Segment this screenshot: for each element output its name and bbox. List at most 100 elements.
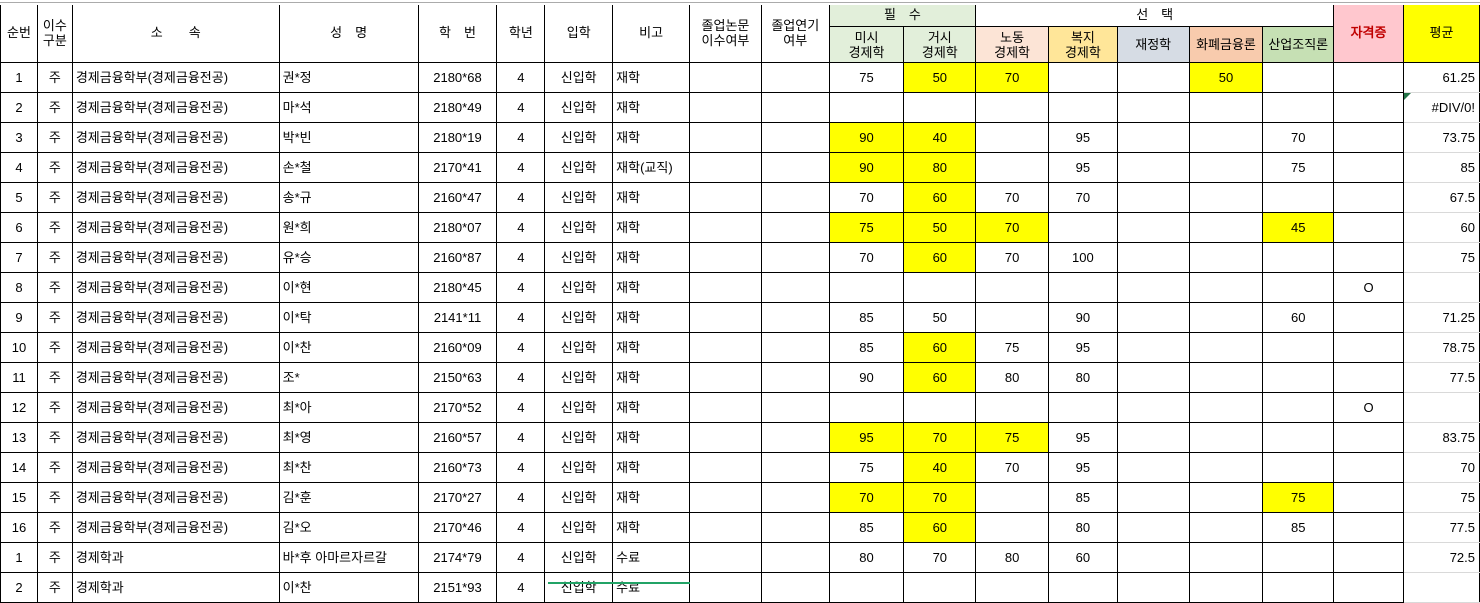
cell-avg[interactable]: 75 <box>1402 482 1480 513</box>
cell-isu[interactable]: 주 <box>36 272 73 303</box>
cell-hakbeon[interactable]: 2170*41 <box>417 152 498 183</box>
cell-jaejeong[interactable] <box>1116 572 1190 603</box>
cell-nonmun[interactable] <box>689 62 762 93</box>
cell-sunbeon[interactable]: 4 <box>0 152 38 183</box>
cell-misi[interactable]: 90 <box>828 362 905 393</box>
cell-seongmyeong[interactable]: 최*영 <box>278 422 419 453</box>
cell-yeongi[interactable] <box>760 572 830 603</box>
cell-yeongi[interactable] <box>760 482 830 513</box>
cell-misi[interactable]: 70 <box>828 482 905 513</box>
cell-sosok[interactable]: 경제학과 <box>71 572 280 603</box>
cell-bigo[interactable]: 재학 <box>612 422 691 453</box>
cell-bokji[interactable] <box>1047 92 1118 123</box>
cell-nonmun[interactable] <box>689 302 762 333</box>
header-cell-affiliation[interactable]: 소 속 <box>71 2 280 63</box>
header-cell-microeconomics[interactable]: 미시 경제학 <box>828 26 905 63</box>
cell-misi[interactable]: 75 <box>828 212 905 243</box>
cell-hakbeon[interactable]: 2141*11 <box>417 302 498 333</box>
cell-jagyeok[interactable] <box>1333 62 1404 93</box>
cell-nodong[interactable]: 75 <box>975 332 1049 363</box>
cell-saneop[interactable] <box>1262 392 1335 423</box>
cell-haknyeon[interactable]: 4 <box>496 272 546 303</box>
cell-bigo[interactable]: 수료 <box>612 542 691 573</box>
cell-sosok[interactable]: 경제금융학부(경제금융전공) <box>71 302 280 333</box>
cell-seongmyeong[interactable]: 권*정 <box>278 62 419 93</box>
cell-nonmun[interactable] <box>689 452 762 483</box>
cell-iphak[interactable]: 신입학 <box>544 512 614 543</box>
cell-bokji[interactable]: 80 <box>1047 512 1118 543</box>
cell-hwapye[interactable] <box>1188 272 1264 303</box>
cell-nonmun[interactable] <box>689 362 762 393</box>
cell-nonmun[interactable] <box>689 392 762 423</box>
cell-bigo[interactable]: 재학 <box>612 482 691 513</box>
cell-seongmyeong[interactable]: 이*찬 <box>278 572 419 603</box>
cell-geosi[interactable]: 40 <box>903 122 977 153</box>
cell-isu[interactable]: 주 <box>36 572 73 603</box>
cell-geosi[interactable]: 50 <box>903 302 977 333</box>
cell-yeongi[interactable] <box>760 332 830 363</box>
cell-saneop[interactable] <box>1262 242 1335 273</box>
cell-nodong[interactable]: 75 <box>975 422 1049 453</box>
cell-jagyeok[interactable] <box>1333 302 1404 333</box>
cell-seongmyeong[interactable]: 김*훈 <box>278 482 419 513</box>
cell-bokji[interactable]: 80 <box>1047 362 1118 393</box>
cell-saneop[interactable] <box>1262 452 1335 483</box>
cell-bigo[interactable]: 재학 <box>612 242 691 273</box>
cell-jaejeong[interactable] <box>1116 482 1190 513</box>
cell-jagyeok[interactable] <box>1333 182 1404 213</box>
cell-geosi[interactable] <box>903 92 977 123</box>
header-cell-thesis-status[interactable]: 졸업논문 이수여부 <box>689 2 762 63</box>
cell-saneop[interactable] <box>1262 92 1335 123</box>
cell-bigo[interactable]: 수료 <box>612 572 691 603</box>
cell-iphak[interactable]: 신입학 <box>544 272 614 303</box>
header-cell-year[interactable]: 학년 <box>496 2 546 63</box>
cell-jagyeok[interactable] <box>1333 422 1404 453</box>
cell-jaejeong[interactable] <box>1116 62 1190 93</box>
cell-jaejeong[interactable] <box>1116 332 1190 363</box>
header-group-required[interactable]: 필 수 <box>828 2 977 27</box>
header-cell-student-id[interactable]: 학 번 <box>417 2 498 63</box>
cell-bokji[interactable]: 95 <box>1047 422 1118 453</box>
cell-saneop[interactable] <box>1262 422 1335 453</box>
cell-jagyeok[interactable] <box>1333 542 1404 573</box>
cell-nonmun[interactable] <box>689 272 762 303</box>
cell-nodong[interactable] <box>975 302 1049 333</box>
header-cell-average[interactable]: 평균 <box>1402 2 1480 63</box>
cell-avg[interactable] <box>1402 572 1480 603</box>
cell-jaejeong[interactable] <box>1116 272 1190 303</box>
cell-geosi[interactable]: 60 <box>903 182 977 213</box>
cell-hwapye[interactable] <box>1188 302 1264 333</box>
cell-saneop[interactable] <box>1262 362 1335 393</box>
cell-haknyeon[interactable]: 4 <box>496 362 546 393</box>
cell-sosok[interactable]: 경제금융학부(경제금융전공) <box>71 452 280 483</box>
cell-haknyeon[interactable]: 4 <box>496 392 546 423</box>
cell-iphak[interactable]: 신입학 <box>544 242 614 273</box>
cell-bigo[interactable]: 재학 <box>612 512 691 543</box>
cell-hwapye[interactable] <box>1188 392 1264 423</box>
cell-geosi[interactable] <box>903 272 977 303</box>
cell-iphak[interactable]: 신입학 <box>544 62 614 93</box>
cell-avg[interactable]: 75 <box>1402 242 1480 273</box>
cell-hwapye[interactable] <box>1188 242 1264 273</box>
cell-seongmyeong[interactable]: 바*후 아마르자르갈 <box>278 542 419 573</box>
cell-saneop[interactable]: 70 <box>1262 122 1335 153</box>
cell-bigo[interactable]: 재학 <box>612 392 691 423</box>
cell-avg[interactable]: 77.5 <box>1402 512 1480 543</box>
cell-nodong[interactable]: 70 <box>975 62 1049 93</box>
cell-iphak[interactable]: 신입학 <box>544 182 614 213</box>
cell-sosok[interactable]: 경제금융학부(경제금융전공) <box>71 92 280 123</box>
cell-nonmun[interactable] <box>689 542 762 573</box>
cell-jaejeong[interactable] <box>1116 182 1190 213</box>
cell-sosok[interactable]: 경제금융학부(경제금융전공) <box>71 392 280 423</box>
cell-misi[interactable]: 75 <box>828 62 905 93</box>
cell-jagyeok[interactable] <box>1333 212 1404 243</box>
cell-sosok[interactable]: 경제금융학부(경제금융전공) <box>71 182 280 213</box>
cell-misi[interactable]: 70 <box>828 242 905 273</box>
cell-jaejeong[interactable] <box>1116 302 1190 333</box>
cell-hwapye[interactable] <box>1188 122 1264 153</box>
cell-bokji[interactable]: 70 <box>1047 182 1118 213</box>
cell-jagyeok[interactable]: O <box>1333 392 1404 423</box>
cell-jaejeong[interactable] <box>1116 392 1190 423</box>
cell-seongmyeong[interactable]: 유*승 <box>278 242 419 273</box>
cell-jagyeok[interactable] <box>1333 512 1404 543</box>
